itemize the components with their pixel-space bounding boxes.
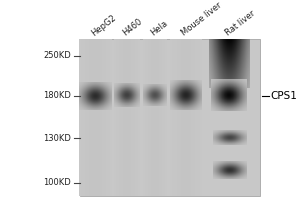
Text: Hela: Hela (149, 19, 169, 38)
Text: CPS1: CPS1 (270, 91, 297, 101)
Text: Rat liver: Rat liver (224, 9, 257, 38)
Text: Mouse liver: Mouse liver (180, 1, 224, 38)
Text: HepG2: HepG2 (90, 13, 118, 38)
Text: 180KD: 180KD (44, 91, 71, 100)
Text: H460: H460 (121, 17, 144, 38)
Text: 100KD: 100KD (44, 178, 71, 187)
Text: 130KD: 130KD (44, 134, 71, 143)
Bar (80, 39, 260, 196)
Text: 250KD: 250KD (44, 51, 71, 60)
